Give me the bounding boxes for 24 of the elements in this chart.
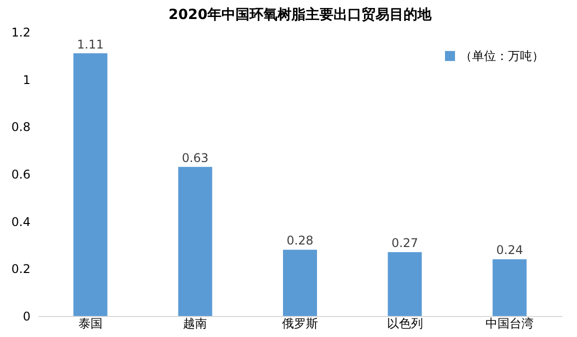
- y-tick-label: 0.6: [11, 168, 30, 182]
- legend-label: （单位：万吨）: [460, 49, 544, 63]
- x-tick-label: 俄罗斯: [282, 316, 318, 330]
- y-tick-label: 0.2: [11, 262, 30, 276]
- data-label: 0.24: [496, 243, 523, 258]
- bar: [283, 250, 317, 316]
- x-tick-label: 以色列: [386, 316, 423, 330]
- y-tick-label: 0: [22, 310, 30, 324]
- data-label: 0.28: [286, 234, 314, 248]
- bar: [492, 259, 527, 316]
- y-tick-label: 1: [22, 72, 30, 87]
- data-label: 0.63: [182, 150, 209, 165]
- chart-title: 2020年中国环氧树脂主要出口贸易目的地: [168, 6, 432, 23]
- x-tick-label: 泰国: [78, 316, 102, 330]
- data-label: 0.27: [391, 236, 418, 250]
- bar: [73, 53, 108, 316]
- x-tick-label: 越南: [183, 316, 208, 330]
- y-tick-label: 0.8: [11, 120, 30, 134]
- x-tick-label: 中国台湾: [486, 316, 534, 330]
- data-label: 1.11: [77, 37, 104, 52]
- y-tick-label: 1.2: [11, 26, 30, 40]
- bar: [388, 252, 422, 316]
- y-tick-label: 0.4: [11, 214, 30, 229]
- bar: [178, 166, 212, 316]
